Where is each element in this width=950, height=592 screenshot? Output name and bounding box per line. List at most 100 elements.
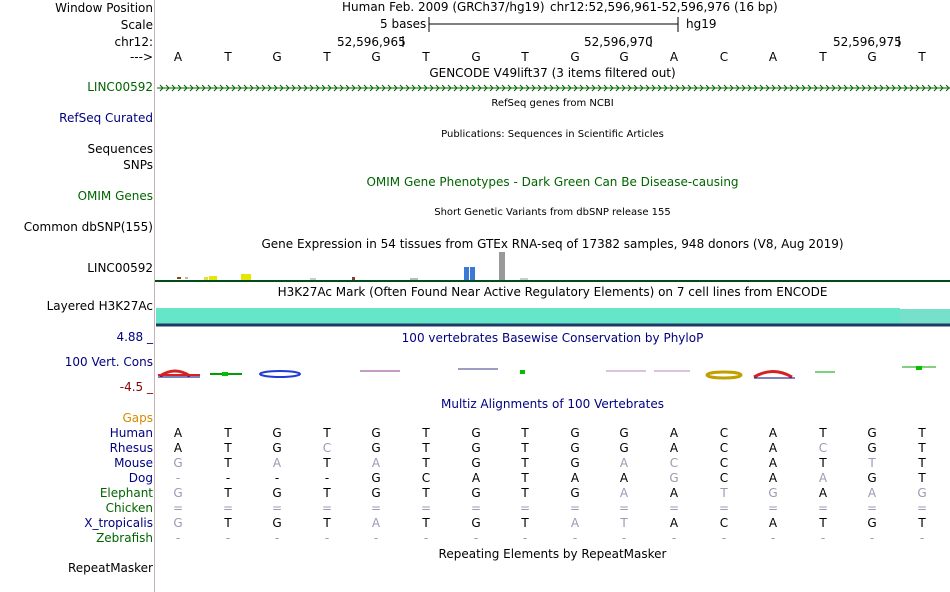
strand-chevron	[615, 84, 620, 92]
alignment-base: T	[918, 456, 926, 470]
alignment-base: -	[621, 531, 627, 545]
label-snps[interactable]: SNPs	[123, 158, 153, 172]
alignment-base: A	[768, 516, 778, 530]
strand-chevron	[309, 84, 314, 92]
strand-chevron	[171, 84, 176, 92]
label-strand-arrow[interactable]: --->	[129, 50, 153, 64]
sequence-base: T	[819, 50, 827, 64]
strand-chevron	[819, 84, 824, 92]
phylop-glyph-g	[259, 370, 301, 378]
sequence-base: T	[422, 50, 430, 64]
alignment-base: T	[521, 516, 529, 530]
alignment-base: T	[918, 471, 926, 485]
h3k27ac-signal	[156, 308, 900, 325]
alignment-base: -	[175, 471, 181, 485]
alignment-base: T	[620, 516, 628, 530]
strand-chevron	[669, 84, 674, 92]
alignment-base: -	[671, 531, 677, 545]
label-refseq-curated[interactable]: RefSeq Curated	[59, 111, 153, 125]
strand-chevron	[237, 84, 242, 92]
label-100-vert-cons[interactable]: 100 Vert. Cons	[64, 355, 153, 369]
track-title-omim[interactable]: OMIM Gene Phenotypes - Dark Green Can Be…	[366, 175, 739, 189]
strand-chevron	[849, 84, 854, 92]
strand-chevron	[783, 84, 788, 92]
strand-chevron	[243, 84, 248, 92]
strand-chevron	[705, 84, 710, 92]
strand-chevron	[639, 84, 644, 92]
alignment-base: =	[916, 501, 928, 515]
coord-3: 52,596,975	[833, 35, 902, 49]
track-title-multiz[interactable]: Multiz Alignments of 100 Vertebrates	[440, 397, 665, 411]
species-label[interactable]: Zebrafish	[96, 531, 153, 545]
alignment-base: C	[719, 426, 729, 440]
strand-chevron	[495, 84, 500, 92]
strand-chevron	[339, 84, 344, 92]
alignment-base: T	[819, 456, 827, 470]
alignment-base: C	[322, 441, 332, 455]
track-title-gencode[interactable]: GENCODE V49lift37 (3 items filtered out)	[429, 66, 676, 80]
strand-chevron	[273, 84, 278, 92]
alignment-base: A	[768, 426, 778, 440]
label-sequences[interactable]: Sequences	[87, 142, 153, 156]
alignment-base: T	[323, 486, 331, 500]
species-label[interactable]: Rhesus	[109, 441, 153, 455]
track-title-dbsnp[interactable]: Short Genetic Variants from dbSNP releas…	[434, 207, 671, 218]
species-label[interactable]: Human	[109, 426, 153, 440]
strand-chevron	[933, 84, 938, 92]
label-window-position: Window Position	[55, 1, 153, 15]
alignment-base: T	[224, 516, 232, 530]
strand-chevron	[681, 84, 686, 92]
strand-chevron	[789, 84, 794, 92]
track-title-h3k27ac[interactable]: H3K27Ac Mark (Often Found Near Active Re…	[277, 285, 828, 299]
alignment-base: T	[323, 456, 331, 470]
strand-chevron	[291, 84, 296, 92]
label-divider	[154, 0, 155, 592]
strand-chevron	[573, 84, 578, 92]
strand-chevron	[315, 84, 320, 92]
alignment-base: G	[867, 471, 877, 485]
label-gaps[interactable]: Gaps	[122, 411, 153, 425]
alignment-base: =	[569, 501, 581, 515]
species-label[interactable]: Elephant	[99, 486, 153, 500]
sequence-base: T	[521, 50, 529, 64]
strand-chevron	[837, 84, 842, 92]
alignment-base: A	[818, 471, 828, 485]
strand-chevron	[465, 84, 470, 92]
track-title-refseq[interactable]: RefSeq genes from NCBI	[491, 98, 614, 109]
track-title-publications[interactable]: Publications: Sequences in Scientific Ar…	[441, 129, 664, 140]
species-label[interactable]: Chicken	[105, 501, 153, 515]
label-gencode-linc00592[interactable]: LINC00592	[87, 80, 153, 94]
alignment-base: -	[274, 531, 280, 545]
track-title-repeatmasker[interactable]: Repeating Elements by RepeatMasker	[438, 547, 667, 561]
strand-chevron	[189, 84, 194, 92]
phylop-mark	[520, 370, 525, 374]
track-title-gtex[interactable]: Gene Expression in 54 tissues from GTEx …	[261, 237, 844, 251]
species-label[interactable]: Mouse	[114, 456, 153, 470]
label-layered-h3k27ac[interactable]: Layered H3K27Ac	[46, 299, 153, 313]
alignment-base: =	[470, 501, 482, 515]
label-common-dbsnp[interactable]: Common dbSNP(155)	[23, 220, 153, 234]
label-omim-genes[interactable]: OMIM Genes	[77, 189, 153, 203]
strand-chevron	[621, 84, 626, 92]
sequence-base: G	[619, 50, 629, 64]
track-title-phylop[interactable]: 100 vertebrates Basewise Conservation by…	[401, 331, 704, 345]
strand-chevron	[537, 84, 542, 92]
species-label[interactable]: X_tropicalis	[84, 516, 153, 530]
strand-chevron	[513, 84, 518, 92]
strand-chevron	[363, 84, 368, 92]
strand-chevron	[303, 84, 308, 92]
label-gtex-linc00592[interactable]: LINC00592	[87, 261, 153, 275]
alignment-base: T	[521, 426, 529, 440]
coord-2: 52,596,970	[584, 35, 653, 49]
alignment-base: G	[867, 441, 877, 455]
phylop-glyph-a2	[753, 370, 793, 379]
alignment-base: -	[770, 531, 776, 545]
label-repeatmasker[interactable]: RepeatMasker	[67, 561, 153, 575]
strand-chevron	[249, 84, 254, 92]
alignment-base: G	[371, 486, 381, 500]
species-label[interactable]: Dog	[128, 471, 153, 485]
strand-chevron	[219, 84, 224, 92]
strand-chevron	[939, 84, 944, 92]
strand-chevron	[177, 84, 182, 92]
phylop-mark	[916, 366, 922, 370]
